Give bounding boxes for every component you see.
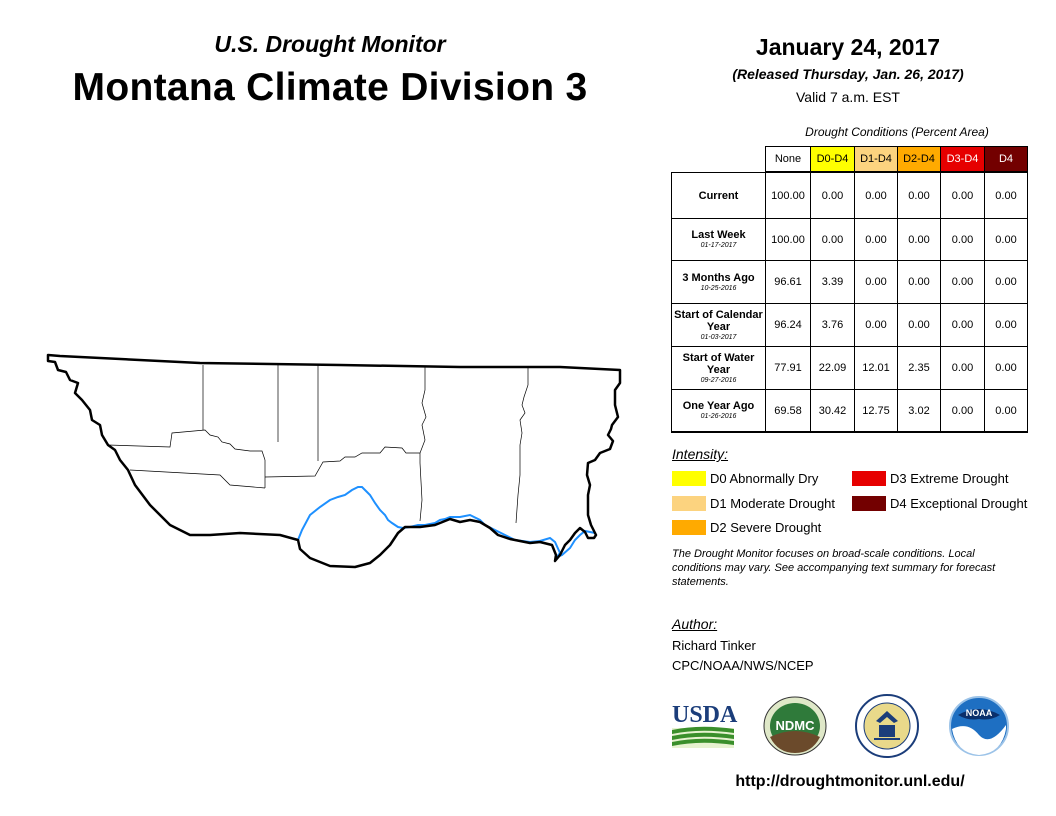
legend-swatch <box>672 520 706 535</box>
table-header-d4: D4 <box>984 146 1028 172</box>
disclaimer-note: The Drought Monitor focuses on broad-sca… <box>672 548 996 588</box>
legend-swatch <box>852 471 886 486</box>
table-header-d1-d4: D1-D4 <box>854 146 897 172</box>
website-link[interactable]: http://droughtmonitor.unl.edu/ <box>735 773 965 790</box>
table-cell: 100.00 <box>765 218 810 260</box>
ndmc-logo: NDMC <box>763 696 827 756</box>
table-cell: 3.02 <box>897 389 940 432</box>
table-cell: 96.61 <box>765 260 810 303</box>
legend-swatch <box>852 496 886 511</box>
valid-time: Valid 7 a.m. EST <box>795 89 900 105</box>
author-org: CPC/NOAA/NWS/NCEP <box>672 658 814 673</box>
table-cell: 3.39 <box>810 260 854 303</box>
row-date: 01-03-2017 <box>700 333 737 341</box>
legend-label: D1 Moderate Drought <box>710 496 836 511</box>
table-cell: 77.91 <box>765 346 810 389</box>
noaa-logo: NOAA <box>949 696 1009 756</box>
table-cell: 3.76 <box>810 303 854 346</box>
commerce-seal <box>855 694 919 758</box>
table-header-d0-d4: D0-D4 <box>810 146 854 172</box>
county-boundaries <box>107 363 529 524</box>
table-cell: 0.00 <box>854 260 897 303</box>
legend-label: D2 Severe Drought <box>710 520 822 535</box>
table-cell: 12.01 <box>854 346 897 389</box>
table-cell: 0.00 <box>854 218 897 260</box>
division-map <box>46 353 622 569</box>
table-caption: Drought Conditions (Percent Area) <box>805 125 989 139</box>
table-cell: 96.24 <box>765 303 810 346</box>
table-cell: 0.00 <box>897 218 940 260</box>
legend-swatch <box>672 496 706 511</box>
table-cell: 30.42 <box>810 389 854 432</box>
release-date: (Released Thursday, Jan. 26, 2017) <box>732 66 964 82</box>
table-cell: 0.00 <box>940 346 984 389</box>
table-cell: 0.00 <box>810 218 854 260</box>
row-date: 10-25-2016 <box>700 284 737 292</box>
header-subtitle: U.S. Drought Monitor <box>214 31 446 57</box>
legend-label: D0 Abnormally Dry <box>710 471 819 486</box>
svg-text:USDA: USDA <box>672 702 738 728</box>
table-cell: 0.00 <box>854 303 897 346</box>
row-period: Last Week <box>691 229 746 241</box>
table-cell: 0.00 <box>940 260 984 303</box>
row-period: One Year Ago <box>682 400 755 412</box>
row-date: 01-26-2016 <box>700 413 737 420</box>
legend-title: Intensity: <box>672 446 729 462</box>
table-frame <box>671 172 1028 433</box>
map-date: January 24, 2017 <box>755 34 941 60</box>
row-period: Current <box>698 189 739 202</box>
table-header-d2-d4: D2-D4 <box>897 146 940 172</box>
author-name: Richard Tinker <box>672 638 756 653</box>
row-period: Start of Water Year <box>682 351 755 376</box>
table-header-d3-d4: D3-D4 <box>940 146 984 172</box>
legend-swatch <box>672 471 706 486</box>
table-cell: 0.00 <box>940 389 984 432</box>
river <box>297 486 596 560</box>
conditions-table: None D0-D4 D1-D4 D2-D4 D3-D4 D4 Current 100.00 0… <box>671 146 1029 433</box>
row-date: 09-27-2016 <box>700 376 737 384</box>
row-date: 01-17-2017 <box>700 242 737 249</box>
svg-text:NOAA: NOAA <box>966 708 993 718</box>
legend-label: D3 Extreme Drought <box>890 471 1009 486</box>
legend-label: D4 Exceptional Drought <box>890 496 1028 511</box>
table-cell: 69.58 <box>765 389 810 432</box>
table-cell: 0.00 <box>940 303 984 346</box>
table-cell: 22.09 <box>810 346 854 389</box>
division-outline <box>46 353 622 569</box>
table-row-label: Start of Calendar Year 01-03-2017 <box>671 303 765 346</box>
row-period: 3 Months Ago <box>682 271 755 284</box>
row-period: Start of Calendar Year <box>674 308 763 333</box>
table-cell: 2.35 <box>897 346 940 389</box>
table-header-none: None <box>765 146 810 172</box>
page-title: Montana Climate Division 3 <box>72 66 588 109</box>
table-cell: 0.00 <box>897 260 940 303</box>
svg-text:NDMC: NDMC <box>776 718 816 733</box>
author-label: Author: <box>672 616 718 632</box>
table-cell: 0.00 <box>940 218 984 260</box>
table-row-label: Start of Water Year 09-27-2016 <box>671 346 765 389</box>
table-cell: 12.75 <box>854 389 897 432</box>
table-cell: 0.00 <box>897 303 940 346</box>
usda-logo: USDA <box>672 702 738 748</box>
